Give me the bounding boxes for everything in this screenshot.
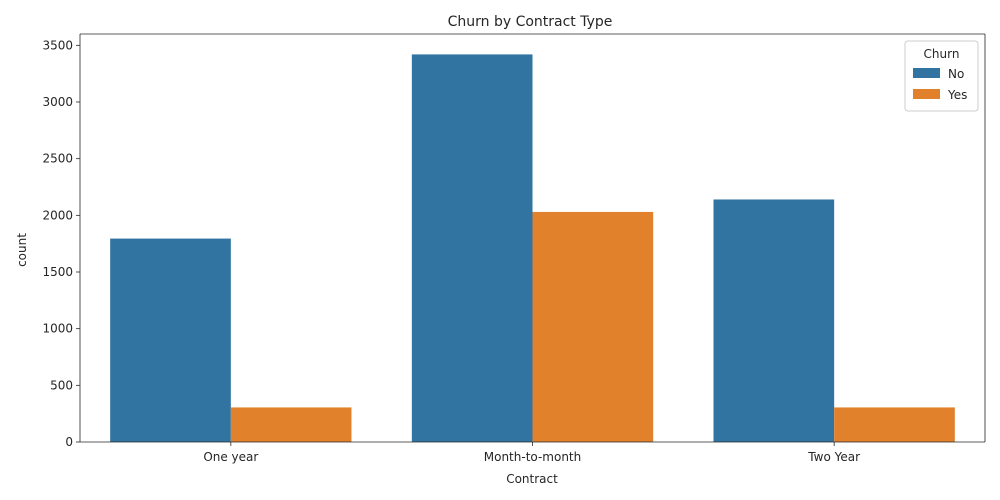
bar-yes-3 bbox=[834, 407, 955, 442]
legend-swatch-no bbox=[913, 68, 940, 78]
legend-title: Churn bbox=[924, 47, 960, 61]
bar-no-1 bbox=[110, 238, 231, 442]
y-tick-label: 1500 bbox=[42, 265, 73, 279]
bar-no-2 bbox=[411, 54, 533, 443]
y-axis-label: count bbox=[15, 233, 29, 267]
legend: Churn No Yes bbox=[904, 40, 979, 112]
y-tick-label: 0 bbox=[65, 435, 73, 449]
legend-label-yes: Yes bbox=[947, 88, 967, 102]
bar-yes-2 bbox=[532, 211, 654, 442]
x-tick-label: Two Year bbox=[807, 450, 860, 464]
x-axis: One year Month-to-month Two Year bbox=[203, 442, 860, 464]
y-tick-label: 2000 bbox=[42, 208, 73, 222]
bar-yes-1 bbox=[230, 407, 352, 442]
x-tick-label: One year bbox=[203, 450, 258, 464]
x-tick-label: Month-to-month bbox=[484, 450, 582, 464]
chart-title: Churn by Contract Type bbox=[448, 14, 613, 30]
y-axis: 0 500 1000 1500 2000 2500 3000 3500 bbox=[42, 38, 80, 449]
bar-no-3 bbox=[713, 199, 835, 442]
y-tick-label: 2500 bbox=[42, 152, 73, 166]
legend-swatch-yes bbox=[913, 89, 940, 99]
x-axis-label: Contract bbox=[506, 472, 558, 486]
y-tick-label: 3000 bbox=[42, 95, 73, 109]
y-tick-label: 1000 bbox=[42, 322, 73, 336]
legend-label-no: No bbox=[948, 67, 964, 81]
y-tick-label: 3500 bbox=[42, 38, 73, 52]
plot-area bbox=[79, 33, 986, 443]
y-tick-label: 500 bbox=[50, 378, 73, 392]
